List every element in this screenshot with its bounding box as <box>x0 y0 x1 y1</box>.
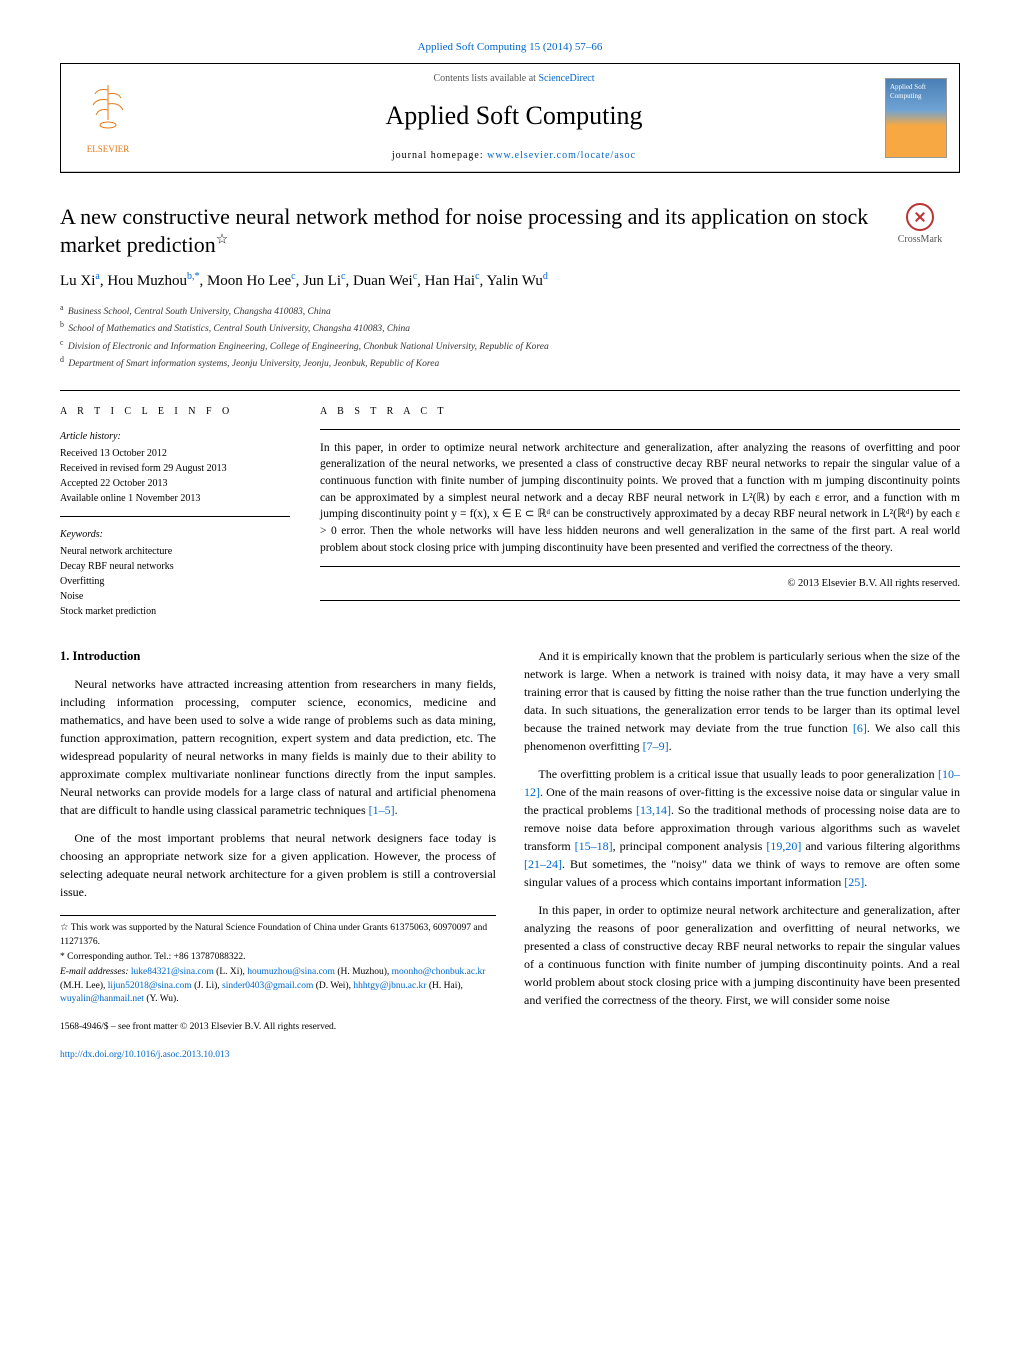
abstract-copyright: © 2013 Elsevier B.V. All rights reserved… <box>320 577 960 601</box>
affiliations: a Business School, Central South Univers… <box>60 302 960 372</box>
elsevier-tree-icon <box>83 80 133 143</box>
email-4[interactable]: sinder0403@gmail.com <box>222 981 313 991</box>
intro-para-5: In this paper, in order to optimize neur… <box>524 901 960 1009</box>
elsevier-logo: ELSEVIER <box>73 78 143 158</box>
homepage-link[interactable]: www.elsevier.com/locate/asoc <box>487 150 636 161</box>
crossmark-label: CrossMark <box>880 233 960 247</box>
ref-25[interactable]: [25] <box>844 875 864 889</box>
affiliation-c: c Division of Electronic and Information… <box>60 337 960 354</box>
author-5: Han Haic <box>425 273 480 289</box>
history-received: Received 13 October 2012 <box>60 446 290 461</box>
front-matter-line: 1568-4946/$ – see front matter © 2013 El… <box>60 1020 496 1034</box>
ref-13-14[interactable]: [13,14] <box>636 803 671 817</box>
ref-15-18[interactable]: [15–18] <box>575 839 613 853</box>
author-0: Lu Xia <box>60 273 100 289</box>
email-0[interactable]: luke84321@sina.com <box>131 967 214 977</box>
affiliation-d: d Department of Smart information system… <box>60 354 960 371</box>
history-label: Article history: <box>60 429 290 444</box>
article-title-text: A new constructive neural network method… <box>60 204 868 258</box>
footnotes-block: ☆ This work was supported by the Natural… <box>60 915 496 1006</box>
author-1: Hou Muzhoub,* <box>107 273 199 289</box>
citation-link[interactable]: Applied Soft Computing 15 (2014) 57–66 <box>418 41 603 53</box>
contents-available-line: Contents lists available at ScienceDirec… <box>143 72 885 86</box>
history-revised: Received in revised form 29 August 2013 <box>60 461 290 476</box>
cover-text: Applied Soft Computing <box>890 83 942 103</box>
homepage-label: journal homepage: <box>392 150 487 161</box>
title-footnote-marker: ☆ <box>216 233 229 248</box>
crossmark-icon <box>906 203 934 231</box>
email-3[interactable]: lijun52018@sina.com <box>108 981 192 991</box>
ref-21-24[interactable]: [21–24] <box>524 857 562 871</box>
history-online: Available online 1 November 2013 <box>60 491 290 506</box>
intro-para-3: And it is empirically known that the pro… <box>524 647 960 755</box>
journal-homepage-line: journal homepage: www.elsevier.com/locat… <box>143 149 885 163</box>
keyword-1: Decay RBF neural networks <box>60 559 290 574</box>
right-column: And it is empirically known that the pro… <box>524 647 960 1063</box>
intro-para-1: Neural networks have attracted increasin… <box>60 675 496 819</box>
intro-para-4: The overfitting problem is a critical is… <box>524 765 960 891</box>
affiliation-b: b School of Mathematics and Statistics, … <box>60 319 960 336</box>
keyword-4: Stock market prediction <box>60 604 290 619</box>
emails-footnote: E-mail addresses: luke84321@sina.com (L.… <box>60 966 496 1006</box>
page-header-citation: Applied Soft Computing 15 (2014) 57–66 <box>60 40 960 55</box>
ref-1-5[interactable]: [1–5] <box>369 803 395 817</box>
doi-link[interactable]: http://dx.doi.org/10.1016/j.asoc.2013.10… <box>60 1050 230 1060</box>
email-5[interactable]: hhhtgy@jbnu.ac.kr <box>353 981 426 991</box>
ref-7-9[interactable]: [7–9] <box>643 739 669 753</box>
keyword-2: Overfitting <box>60 574 290 589</box>
elsevier-logo-text: ELSEVIER <box>87 143 130 156</box>
article-history: Article history: Received 13 October 201… <box>60 429 290 517</box>
left-column: 1. Introduction Neural networks have att… <box>60 647 496 1063</box>
sciencedirect-link[interactable]: ScienceDirect <box>538 73 594 84</box>
corresponding-footnote: * Corresponding author. Tel.: +86 137870… <box>60 951 496 964</box>
article-info-heading: a r t i c l e i n f o <box>60 405 290 419</box>
keywords-block: Keywords: Neural network architecture De… <box>60 527 290 619</box>
keyword-3: Noise <box>60 589 290 604</box>
ref-6[interactable]: [6] <box>853 721 867 735</box>
author-4: Duan Weic <box>353 273 417 289</box>
history-accepted: Accepted 22 October 2013 <box>60 476 290 491</box>
keywords-label: Keywords: <box>60 527 290 542</box>
abstract-block: a b s t r a c t In this paper, in order … <box>320 405 960 619</box>
intro-para-2: One of the most important problems that … <box>60 829 496 901</box>
journal-header-box: ELSEVIER Contents lists available at Sci… <box>60 63 960 172</box>
funding-footnote: ☆ This work was supported by the Natural… <box>60 922 496 949</box>
author-2: Moon Ho Leec <box>207 273 296 289</box>
section-1-heading: 1. Introduction <box>60 647 496 666</box>
email-2[interactable]: moonho@chonbuk.ac.kr <box>392 967 486 977</box>
contents-prefix: Contents lists available at <box>433 73 538 84</box>
abstract-heading: a b s t r a c t <box>320 405 960 419</box>
keyword-0: Neural network architecture <box>60 544 290 559</box>
crossmark-badge[interactable]: CrossMark <box>880 203 960 247</box>
author-3: Jun Lic <box>303 273 345 289</box>
abstract-text: In this paper, in order to optimize neur… <box>320 429 960 568</box>
email-label: E-mail addresses: <box>60 967 131 977</box>
author-6: Yalin Wud <box>486 273 547 289</box>
article-title: A new constructive neural network method… <box>60 203 880 260</box>
journal-title: Applied Soft Computing <box>143 98 885 134</box>
body-two-column: 1. Introduction Neural networks have att… <box>60 647 960 1063</box>
article-info-block: a r t i c l e i n f o Article history: R… <box>60 405 290 619</box>
affiliation-a: a Business School, Central South Univers… <box>60 302 960 319</box>
ref-19-20[interactable]: [19,20] <box>766 839 801 853</box>
authors-line: Lu Xia, Hou Muzhoub,*, Moon Ho Leec, Jun… <box>60 270 960 292</box>
email-6[interactable]: wuyalin@hanmail.net <box>60 994 144 1004</box>
email-1[interactable]: houmuzhou@sina.com <box>247 967 335 977</box>
journal-cover-thumbnail: Applied Soft Computing <box>885 78 947 158</box>
